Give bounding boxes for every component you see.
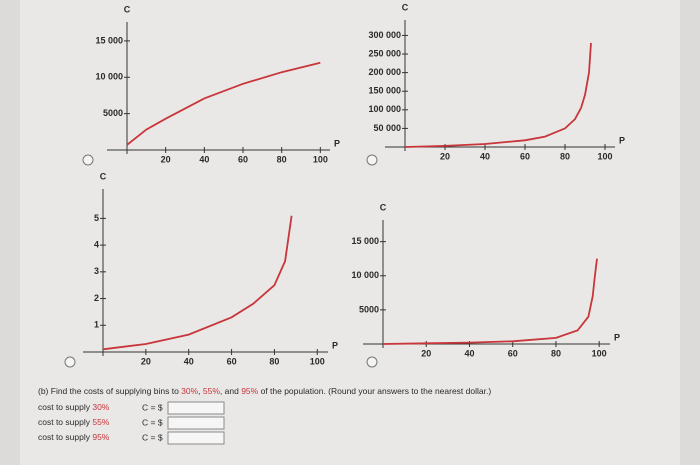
answer-prefix: C = $ — [142, 402, 163, 412]
answer-input[interactable] — [167, 416, 225, 430]
y-tick-label: 15 000 — [95, 35, 123, 45]
y-tick-label: 10 000 — [95, 72, 123, 82]
x-tick-label: 40 — [199, 154, 209, 164]
x-axis-label: P — [614, 332, 620, 342]
x-tick-label: 100 — [313, 154, 328, 164]
y-axis-label: C — [380, 202, 387, 212]
x-tick-label: 100 — [310, 356, 325, 366]
curve — [126, 61, 321, 146]
question-part: , and — [220, 386, 241, 396]
x-tick-label: 100 — [597, 151, 612, 161]
answer-text: cost to supply — [38, 417, 92, 427]
curve — [382, 258, 598, 345]
answer-label: cost to supply 95% — [38, 432, 110, 442]
answer-input[interactable] — [167, 431, 225, 445]
x-tick-label: 60 — [520, 151, 530, 161]
question: (b) Find the costs of supplying bins to … — [38, 386, 491, 396]
radio-option[interactable] — [82, 154, 94, 166]
y-tick-label: 100 000 — [368, 104, 401, 114]
answer-percent: 30% — [92, 402, 109, 412]
y-tick-label: 50 000 — [373, 123, 401, 133]
x-tick-label: 80 — [277, 154, 287, 164]
y-tick-label: 3 — [94, 266, 99, 276]
x-tick-label: 40 — [184, 356, 194, 366]
x-axis-label: P — [334, 138, 340, 148]
y-tick-label: 5000 — [103, 108, 123, 118]
x-tick-label: 40 — [464, 348, 474, 358]
x-axis-label: P — [619, 135, 625, 145]
y-axis-label: C — [124, 4, 131, 14]
y-tick-label: 5 — [94, 213, 99, 223]
y-axis-label: C — [100, 171, 107, 181]
x-tick-label: 80 — [269, 356, 279, 366]
answer-percent: 55% — [92, 417, 109, 427]
y-tick-label: 300 000 — [368, 30, 401, 40]
question-part: 55% — [203, 386, 220, 396]
x-tick-label: 100 — [592, 348, 607, 358]
radio-option[interactable] — [366, 356, 378, 368]
answer-percent: 95% — [92, 432, 109, 442]
answer-prefix: C = $ — [142, 432, 163, 442]
x-tick-label: 40 — [480, 151, 490, 161]
x-tick-label: 60 — [238, 154, 248, 164]
answer-label: cost to supply 30% — [38, 402, 110, 412]
radio-option[interactable] — [64, 356, 76, 368]
y-tick-label: 10 000 — [351, 270, 379, 280]
x-tick-label: 80 — [560, 151, 570, 161]
question-part: 95% — [241, 386, 258, 396]
question-part: of the population. (Round your answers t… — [258, 386, 491, 396]
curve — [404, 42, 592, 148]
y-tick-label: 5000 — [359, 304, 379, 314]
y-tick-label: 15 000 — [351, 236, 379, 246]
curve — [102, 215, 293, 351]
y-axis-label: C — [402, 2, 409, 12]
y-tick-label: 250 000 — [368, 48, 401, 58]
x-tick-label: 20 — [421, 348, 431, 358]
answer-text: cost to supply — [38, 432, 92, 442]
answer-text: cost to supply — [38, 402, 92, 412]
radio-option[interactable] — [366, 154, 378, 166]
answer-prefix: C = $ — [142, 417, 163, 427]
y-tick-label: 200 000 — [368, 67, 401, 77]
y-tick-label: 1 — [94, 320, 99, 330]
y-tick-label: 150 000 — [368, 86, 401, 96]
x-tick-label: 20 — [440, 151, 450, 161]
x-tick-label: 20 — [161, 154, 171, 164]
question-part: 30% — [181, 386, 198, 396]
x-tick-label: 20 — [141, 356, 151, 366]
x-tick-label: 80 — [551, 348, 561, 358]
y-tick-label: 2 — [94, 293, 99, 303]
question-part: , — [198, 386, 203, 396]
x-tick-label: 60 — [227, 356, 237, 366]
y-tick-label: 4 — [94, 239, 99, 249]
x-tick-label: 60 — [508, 348, 518, 358]
question-part: (b) Find the costs of supplying bins to — [38, 386, 181, 396]
answer-label: cost to supply 55% — [38, 417, 110, 427]
answer-input[interactable] — [167, 401, 225, 415]
x-axis-label: P — [332, 340, 338, 350]
